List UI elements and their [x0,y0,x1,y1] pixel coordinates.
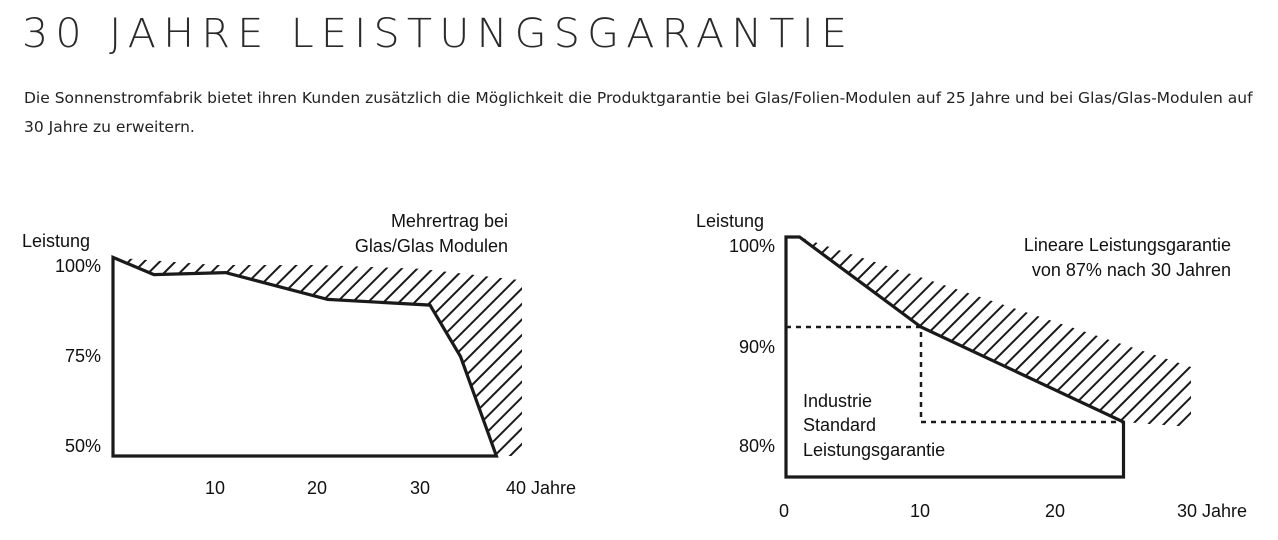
chart1-ytick-50: 50% [65,436,101,456]
chart2-xtick-20: 20 [1045,501,1065,521]
chart-linear-guarantee: Leistung 100% 90% 80% 0 10 20 30 Jahre L… [696,211,1247,521]
chart2-inner-label-line1: Industrie [803,391,872,411]
chart1-y-axis-label: Leistung [22,231,90,251]
chart2-ytick-90: 90% [739,337,775,357]
chart1-xtick-40: 40 Jahre [506,478,576,498]
chart1-annotation-line1: Mehrertrag bei [391,211,508,231]
chart1-annotation-line2: Glas/Glas Modulen [355,236,508,256]
chart1-xtick-10: 10 [205,478,225,498]
chart2-hatched-area [799,237,1191,427]
chart-glas-glas: Leistung 100% 75% 50% 10 20 30 40 Jahre … [22,211,576,498]
chart1-xtick-20: 20 [307,478,327,498]
chart2-annotation-line1: Lineare Leistungsgarantie [1024,235,1231,255]
chart1-xtick-30: 30 [410,478,430,498]
chart1-standard-area [111,254,499,458]
chart2-annotation-line2: von 87% nach 30 Jahren [1032,260,1231,280]
chart2-y-axis-label: Leistung [696,211,764,231]
chart2-ytick-80: 80% [739,436,775,456]
chart2-xtick-0: 0 [779,501,789,521]
chart1-ytick-100: 100% [55,256,101,276]
chart2-xtick-30: 30 Jahre [1177,501,1247,521]
chart2-xtick-10: 10 [910,501,930,521]
chart1-ytick-75: 75% [65,346,101,366]
chart1-hatched-area [113,257,522,456]
chart2-ytick-100: 100% [729,236,775,256]
chart2-inner-label-line2: Standard [803,415,876,435]
chart2-inner-label-line3: Leistungsgarantie [803,440,945,460]
chart2-industry-standard-line [786,325,1124,424]
intro-paragraph: Die Sonnenstromfabrik bietet ihren Kunde… [24,89,1253,136]
page-title: 30 JAHRE LEISTUNGSGARANTIE [22,11,855,57]
